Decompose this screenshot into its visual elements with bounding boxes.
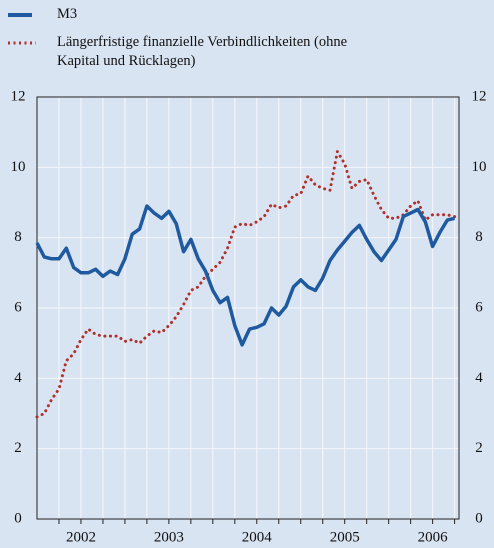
y-tick-label: 0 (14, 510, 22, 526)
y2-tick-label: 2 (475, 440, 483, 456)
legend-label: M3 (57, 6, 78, 22)
y-tick-label: 2 (14, 440, 22, 456)
x-tick-label: 2002 (66, 529, 96, 545)
y2-tick-label: 10 (472, 159, 487, 175)
y2-tick-label: 0 (475, 510, 483, 526)
y2-tick-label: 6 (475, 299, 483, 315)
y-tick-label: 6 (14, 299, 22, 315)
y2-tick-label: 12 (472, 88, 487, 104)
plot-frame (36, 96, 460, 520)
x-tick-label: 2005 (330, 529, 360, 545)
series-line (35, 150, 457, 419)
y-tick-label: 4 (14, 370, 22, 386)
x-tick-label: 2003 (154, 529, 184, 545)
y2-tick-label: 8 (475, 229, 483, 245)
x-tick-label: 2004 (242, 529, 273, 545)
y-tick-label: 10 (11, 159, 26, 175)
x-tick-label: 2006 (418, 529, 449, 545)
series-line (35, 204, 456, 347)
y2-tick-label: 4 (475, 370, 483, 386)
y-tick-label: 8 (14, 229, 22, 245)
legend-label: Längerfristige finanzielle Verbindlichke… (57, 34, 348, 69)
y-tick-label: 12 (11, 88, 26, 104)
